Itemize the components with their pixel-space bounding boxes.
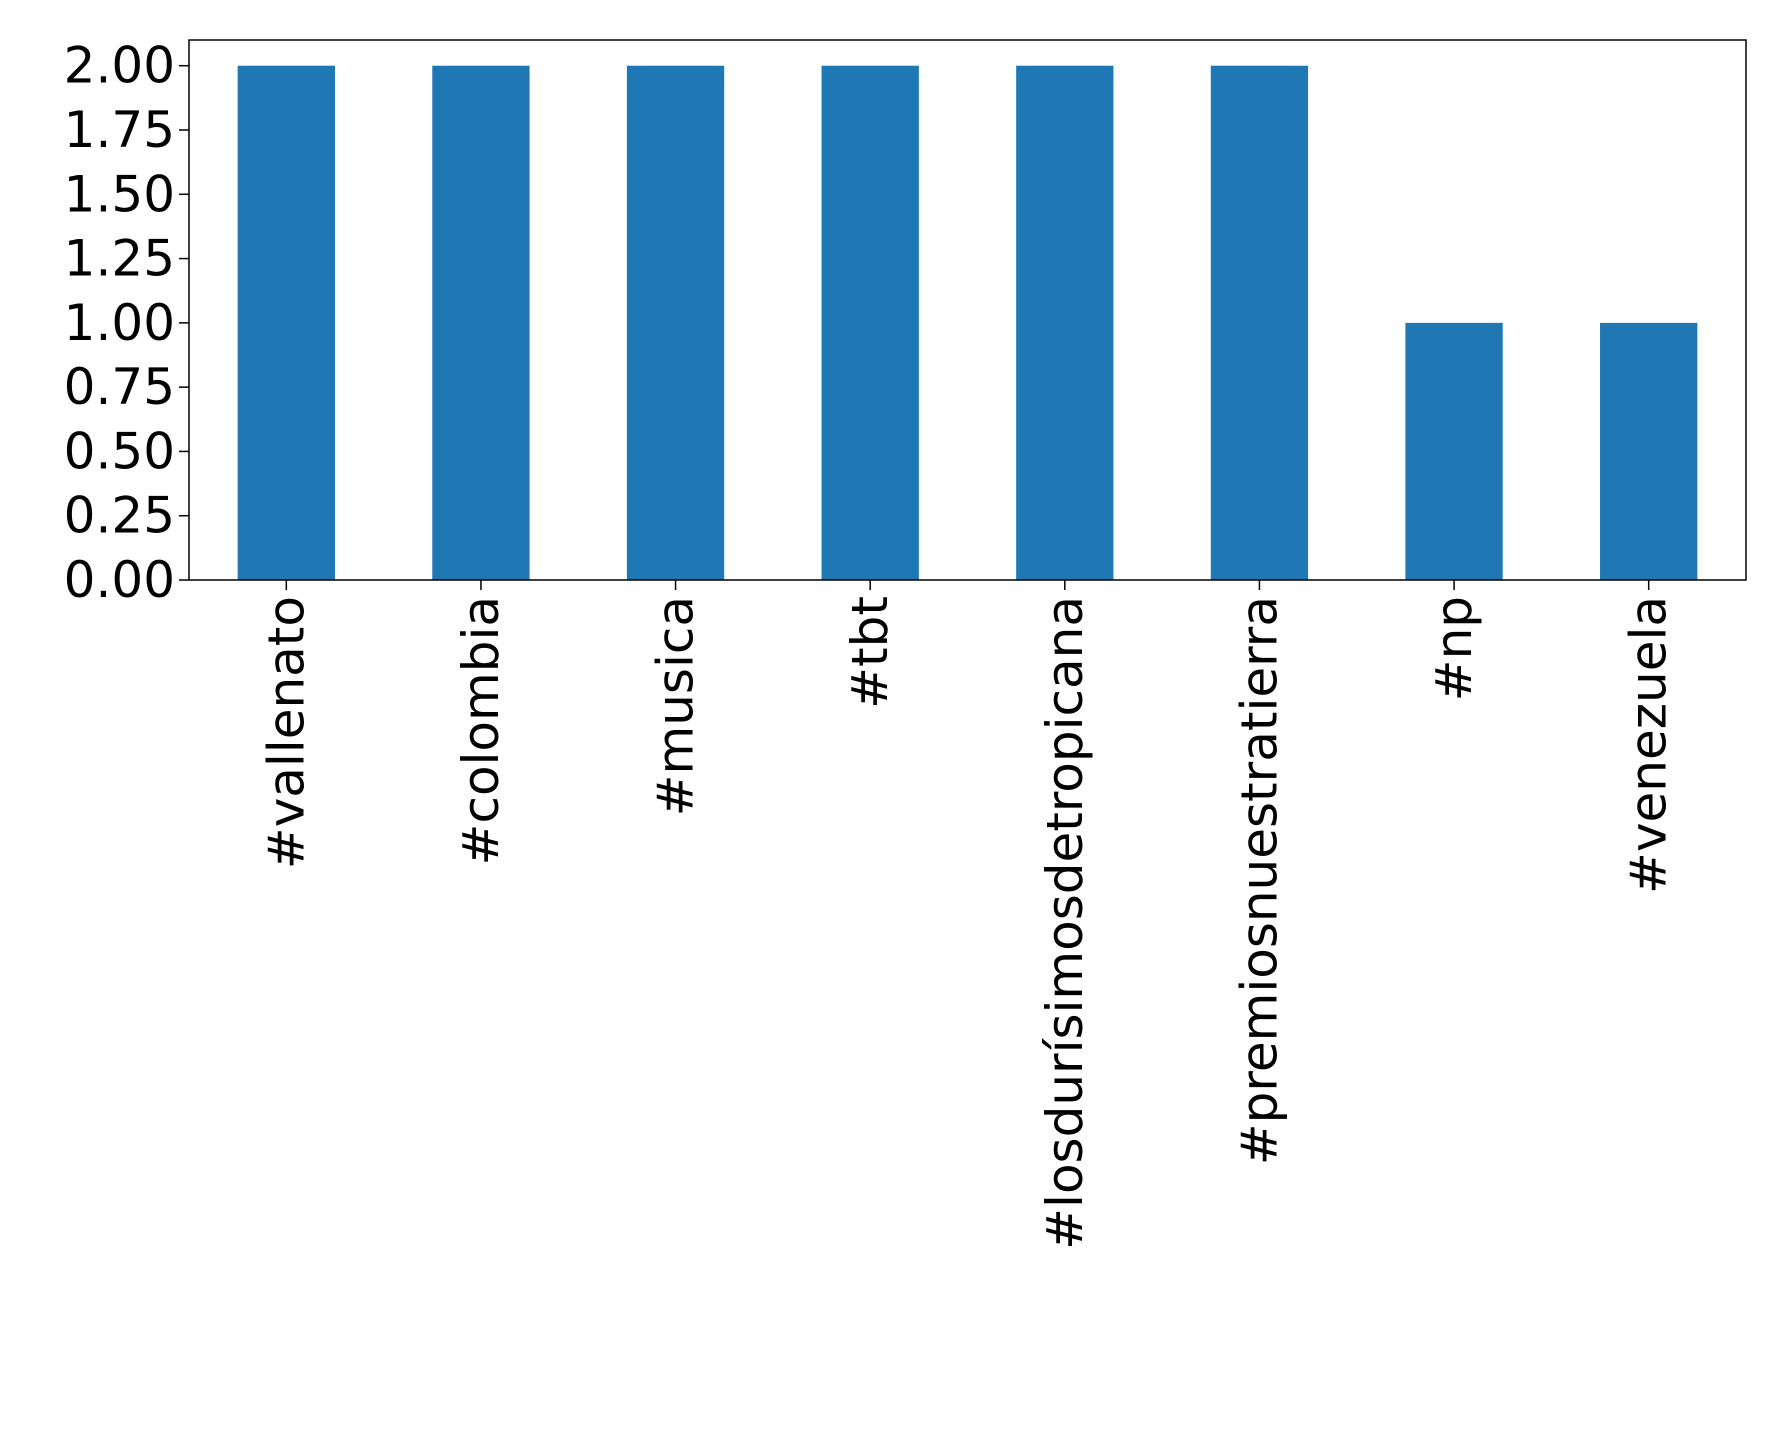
x-tick-label-premiosnuestratierra: #premiosnuestratierra (1230, 596, 1288, 1165)
x-tick-label-losdurisimosdetropicana: #losdurísimosdetropicana (1036, 596, 1094, 1250)
x-tick-label-np: #np (1425, 596, 1483, 701)
y-tick-label: 0.25 (64, 487, 175, 545)
x-tick-label-colombia: #colombia (452, 596, 510, 865)
bar-vallenato (237, 65, 335, 580)
y-axis: 0.00 0.25 0.50 0.75 1.00 1.25 1.50 1.75 2.00 (64, 37, 189, 609)
bar-venezuela (1600, 322, 1698, 580)
x-tick-label-musica: #musica (647, 596, 705, 816)
plot-frame (188, 39, 1747, 581)
bar-losdurisimosdetropicana (1016, 65, 1114, 580)
x-tick-label-tbt: #tbt (841, 596, 899, 709)
y-tick-label: 1.00 (64, 294, 175, 352)
bar-musica (626, 65, 725, 580)
x-tick-label-venezuela: #venezuela (1620, 596, 1678, 894)
y-tick-label: 0.50 (64, 422, 175, 480)
y-tick-label: 1.25 (64, 230, 175, 288)
y-tick-label: 1.75 (64, 101, 175, 159)
y-tick-label: 1.50 (64, 165, 175, 223)
bar-colombia (432, 65, 530, 580)
x-axis: #vallenato #colombia #musica #tbt #losdurísi… (257, 580, 1678, 1250)
bar-tbt (821, 65, 919, 580)
y-tick-label: 2.00 (64, 37, 175, 95)
x-tick-label-vallenato: #vallenato (257, 596, 315, 869)
bar-premiosnuestratierra (1210, 65, 1309, 580)
y-tick-label: 0.00 (64, 551, 175, 609)
bars-group (237, 65, 1698, 580)
y-tick-label: 0.75 (64, 358, 175, 416)
bar-np (1405, 322, 1503, 580)
